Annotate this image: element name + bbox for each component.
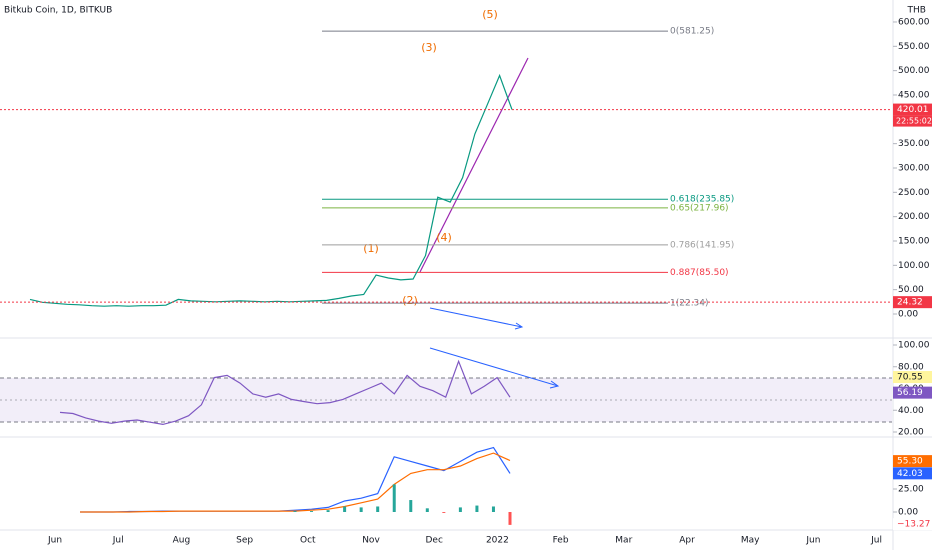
histogram-bar	[293, 511, 297, 512]
wave-label: (4)	[436, 231, 452, 244]
price-tick-label: 500.00	[898, 66, 930, 76]
price-tag-bg	[893, 455, 932, 468]
fib-label: 0.618(235.85)	[670, 195, 734, 205]
histogram-bar	[343, 506, 347, 512]
fib-label: 0.65(217.96)	[670, 203, 729, 213]
price-tick-label: 0.00	[898, 310, 918, 320]
price-tick-label: 50.00	[898, 285, 924, 295]
price-tag: −13.27	[897, 520, 930, 530]
time-tick-label: 2022	[486, 536, 509, 546]
time-tick-label: Sep	[236, 536, 253, 546]
price-tag-bg	[893, 296, 932, 309]
arrow-head	[514, 322, 524, 330]
price-tag-bg	[893, 518, 932, 531]
price-tick-label: 25.00	[898, 485, 924, 495]
time-tick-label: Jul	[870, 536, 882, 546]
symbol: Bitkub Coin, 1D, BITKUB	[4, 6, 112, 16]
time-tick-label: Jun	[47, 536, 62, 546]
price-tag-bg	[893, 103, 932, 116]
time-tick-label: Feb	[553, 536, 569, 546]
time-tick-label: Apr	[679, 536, 695, 546]
histogram-bar	[475, 505, 479, 512]
price-tick-label: 40.00	[898, 406, 924, 416]
histogram-bar	[376, 506, 380, 512]
countdown: 22:55:02	[896, 117, 932, 126]
price-tag: 70.55	[897, 373, 923, 383]
currency: THB	[907, 6, 926, 16]
histogram-bar	[326, 510, 330, 512]
price-tag: 24.32	[897, 298, 923, 308]
price-line	[29, 73, 513, 307]
histogram-bar	[425, 508, 429, 512]
price-tag: 56.19	[897, 388, 923, 398]
price-tag: 42.03	[897, 469, 923, 479]
histogram-bar	[409, 500, 413, 512]
price-tick-label: 600.00	[898, 17, 930, 27]
fib-label: 1(22.34)	[670, 299, 709, 309]
time-tick-label: Dec	[425, 536, 442, 546]
price-tick-label: 300.00	[898, 163, 930, 173]
wave-label: (1)	[363, 242, 379, 255]
arrow-head	[549, 380, 560, 389]
price-tag-bg	[893, 371, 932, 384]
price-tick-label: 550.00	[898, 42, 930, 52]
wave-label: (3)	[421, 41, 437, 54]
fib-label: 0.786(141.95)	[670, 240, 734, 250]
price-tick-label: 20.00	[898, 428, 924, 438]
histogram-bar	[508, 512, 512, 525]
price-tick-label: 150.00	[898, 236, 930, 246]
histogram-bar	[359, 507, 363, 512]
fib-label: 0.887(85.50)	[670, 268, 729, 278]
time-tick-label: Aug	[173, 536, 191, 546]
time-tick-label: Mar	[615, 536, 632, 546]
histogram-bar	[310, 511, 314, 512]
histogram-bar	[491, 506, 495, 512]
price-tag-bg	[893, 467, 932, 480]
volume-arrow	[429, 307, 523, 328]
price-tag-bg	[893, 386, 932, 399]
histogram-bar	[458, 507, 462, 512]
histogram-bar	[392, 484, 396, 512]
time-tick-label: Jun	[805, 536, 820, 546]
price-tick-label: 80.00	[898, 362, 924, 372]
price-tick-label: 200.00	[898, 212, 930, 222]
countdown-bg	[893, 115, 932, 127]
time-tick-label: Jul	[112, 536, 124, 546]
wave-label: (2)	[402, 294, 418, 307]
trend-line	[419, 57, 529, 273]
time-tick-label: May	[741, 536, 760, 546]
rsi-line	[59, 359, 511, 426]
price-tick-label: 0.00	[898, 508, 918, 518]
price-tick-label: 100.00	[898, 341, 930, 351]
time-tick-label: Nov	[362, 536, 380, 546]
fib-label: 0(581.25)	[670, 27, 714, 37]
histogram-bar	[442, 512, 446, 513]
price-tick-label: 350.00	[898, 139, 930, 149]
time-tick-label: Oct	[300, 536, 316, 546]
price-tick-label: 450.00	[898, 90, 930, 100]
rsi-arrow	[429, 347, 559, 387]
price-tag: 55.30	[897, 457, 923, 467]
wave-label: (5)	[482, 8, 498, 21]
price-tag: 420.01	[897, 105, 929, 115]
price-tick-label: 100.00	[898, 261, 930, 271]
price-tick-label: 250.00	[898, 188, 930, 198]
